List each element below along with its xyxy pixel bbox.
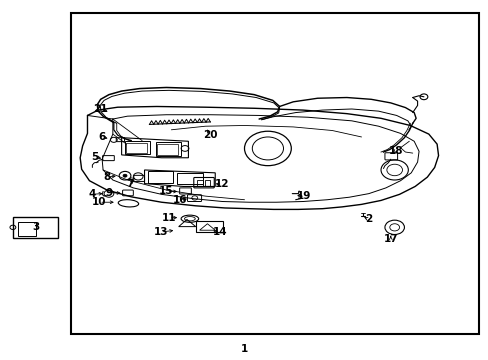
Text: 21: 21 <box>93 104 108 114</box>
Text: 6: 6 <box>98 132 105 142</box>
Text: 10: 10 <box>92 197 106 207</box>
Text: 14: 14 <box>212 227 227 237</box>
Text: 9: 9 <box>105 188 112 198</box>
Text: 20: 20 <box>203 130 217 140</box>
Text: 13: 13 <box>153 227 167 237</box>
Text: 15: 15 <box>159 186 173 197</box>
Bar <box>177 173 202 184</box>
Bar <box>18 222 36 235</box>
Bar <box>148 171 173 183</box>
Text: 16: 16 <box>173 195 187 205</box>
Bar <box>156 142 181 156</box>
Text: 4: 4 <box>88 189 96 199</box>
Text: 1: 1 <box>241 343 247 354</box>
Bar <box>125 140 150 154</box>
Text: 18: 18 <box>387 145 402 156</box>
Text: 8: 8 <box>103 172 110 182</box>
Bar <box>71 13 478 334</box>
Text: 7: 7 <box>126 179 133 189</box>
Bar <box>195 221 222 232</box>
Text: 12: 12 <box>215 179 229 189</box>
Circle shape <box>123 174 127 177</box>
Text: 2: 2 <box>365 215 372 224</box>
Text: 3: 3 <box>32 222 40 231</box>
Bar <box>13 217 58 238</box>
Bar <box>126 143 147 153</box>
Bar <box>157 144 177 154</box>
Bar <box>196 180 202 186</box>
Text: 19: 19 <box>296 191 310 201</box>
Text: 5: 5 <box>91 152 98 162</box>
Text: 11: 11 <box>162 213 176 222</box>
Text: 17: 17 <box>383 234 397 244</box>
Bar <box>204 180 210 186</box>
